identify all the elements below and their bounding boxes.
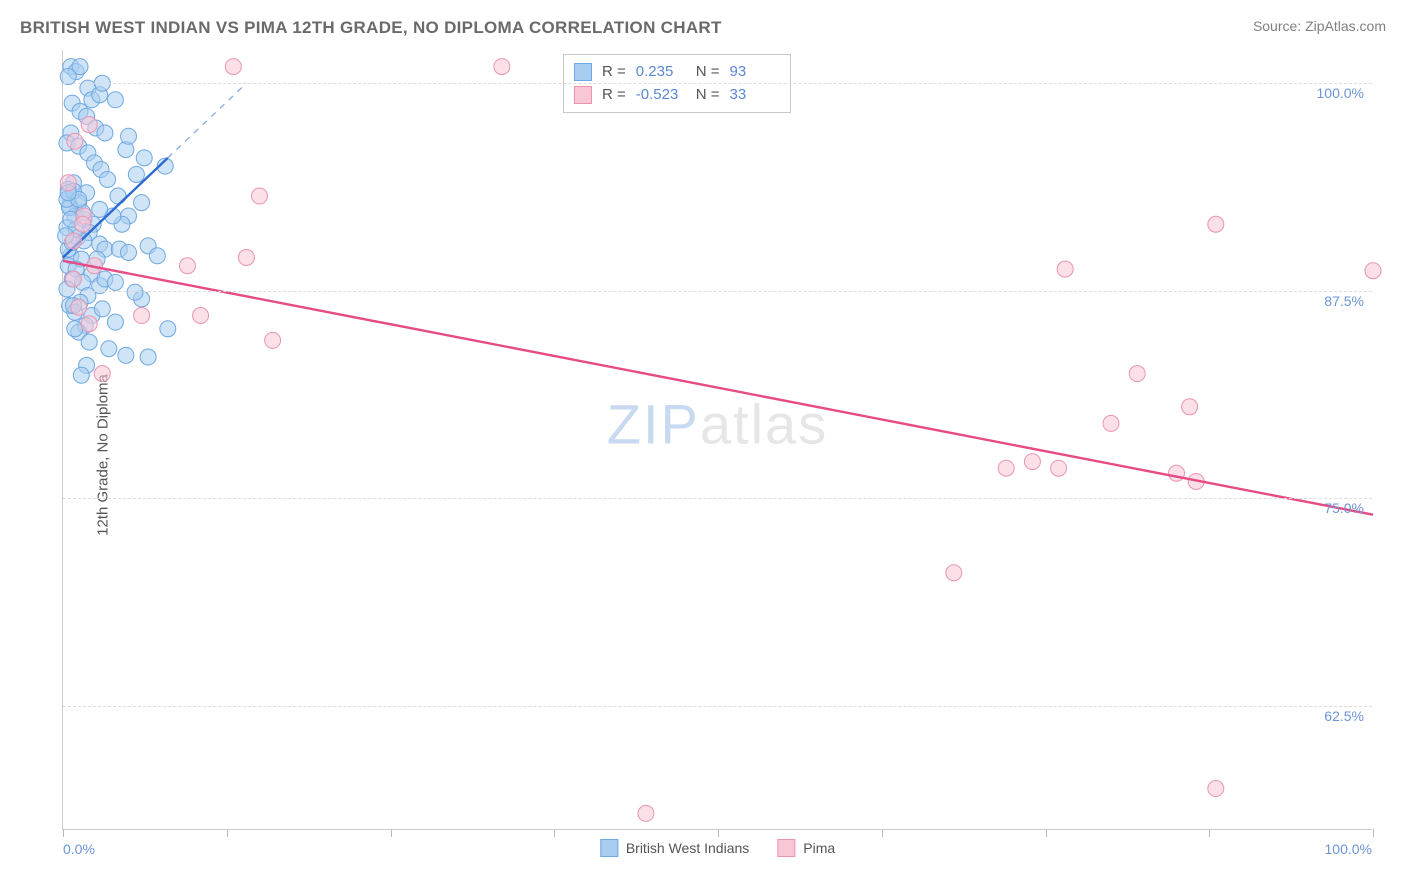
series-swatch bbox=[574, 86, 592, 104]
x-tick bbox=[63, 829, 64, 837]
n-label: N = bbox=[696, 84, 720, 107]
scatter-point[interactable] bbox=[946, 565, 962, 581]
r-value: -0.523 bbox=[636, 84, 686, 107]
scatter-point[interactable] bbox=[118, 347, 134, 363]
scatter-point[interactable] bbox=[67, 133, 83, 149]
x-tick bbox=[554, 829, 555, 837]
chart-source: Source: ZipAtlas.com bbox=[1253, 18, 1386, 34]
legend-label: Pima bbox=[803, 840, 835, 856]
legend-swatch bbox=[777, 839, 795, 857]
scatter-point[interactable] bbox=[92, 201, 108, 217]
y-tick-label: 75.0% bbox=[1324, 500, 1364, 516]
scatter-point[interactable] bbox=[1129, 366, 1145, 382]
scatter-point[interactable] bbox=[140, 349, 156, 365]
x-tick bbox=[718, 829, 719, 837]
scatter-point[interactable] bbox=[94, 301, 110, 317]
scatter-point[interactable] bbox=[179, 258, 195, 274]
scatter-point[interactable] bbox=[1024, 454, 1040, 470]
gridline-h bbox=[63, 291, 1372, 292]
x-tick-label-max: 100.0% bbox=[1325, 841, 1372, 857]
x-tick bbox=[1373, 829, 1374, 837]
legend-item[interactable]: British West Indians bbox=[600, 839, 749, 857]
scatter-point[interactable] bbox=[81, 117, 97, 133]
legend-item[interactable]: Pima bbox=[777, 839, 835, 857]
y-tick-label: 87.5% bbox=[1324, 293, 1364, 309]
scatter-point[interactable] bbox=[134, 195, 150, 211]
x-tick bbox=[1209, 829, 1210, 837]
scatter-point[interactable] bbox=[193, 308, 209, 324]
scatter-point[interactable] bbox=[107, 314, 123, 330]
scatter-point[interactable] bbox=[638, 805, 654, 821]
scatter-point[interactable] bbox=[265, 332, 281, 348]
scatter-point[interactable] bbox=[494, 59, 510, 75]
chart-header: BRITISH WEST INDIAN VS PIMA 12TH GRADE, … bbox=[0, 0, 1406, 46]
scatter-point[interactable] bbox=[238, 249, 254, 265]
scatter-point[interactable] bbox=[65, 271, 81, 287]
x-tick bbox=[1046, 829, 1047, 837]
scatter-point[interactable] bbox=[73, 367, 89, 383]
x-tick bbox=[227, 829, 228, 837]
n-label: N = bbox=[696, 61, 720, 84]
gridline-h bbox=[63, 706, 1372, 707]
scatter-point[interactable] bbox=[121, 244, 137, 260]
scatter-point[interactable] bbox=[1208, 216, 1224, 232]
scatter-svg bbox=[63, 50, 1372, 829]
scatter-point[interactable] bbox=[60, 175, 76, 191]
trend-line-extrapolated bbox=[168, 83, 247, 158]
scatter-point[interactable] bbox=[134, 308, 150, 324]
scatter-point[interactable] bbox=[160, 321, 176, 337]
legend-label: British West Indians bbox=[626, 840, 749, 856]
r-value: 0.235 bbox=[636, 61, 686, 84]
plot-region: ZIPatlas R =0.235N =93R =-0.523N =33 0.0… bbox=[62, 50, 1372, 830]
trend-line bbox=[63, 261, 1373, 515]
chart-area: 12th Grade, No Diploma ZIPatlas R =0.235… bbox=[18, 50, 1388, 860]
scatter-point[interactable] bbox=[100, 171, 116, 187]
scatter-point[interactable] bbox=[149, 248, 165, 264]
gridline-h bbox=[63, 498, 1372, 499]
scatter-point[interactable] bbox=[94, 366, 110, 382]
y-tick-label: 62.5% bbox=[1324, 708, 1364, 724]
scatter-point[interactable] bbox=[1057, 261, 1073, 277]
legend-swatch bbox=[600, 839, 618, 857]
scatter-point[interactable] bbox=[75, 216, 91, 232]
scatter-point[interactable] bbox=[225, 59, 241, 75]
scatter-point[interactable] bbox=[67, 321, 83, 337]
x-tick bbox=[882, 829, 883, 837]
scatter-point[interactable] bbox=[107, 274, 123, 290]
scatter-point[interactable] bbox=[97, 125, 113, 141]
stats-row: R = 0.235 N = 93 bbox=[574, 61, 780, 84]
gridline-h bbox=[63, 83, 1372, 84]
scatter-point[interactable] bbox=[101, 341, 117, 357]
scatter-point[interactable] bbox=[60, 69, 76, 85]
x-tick bbox=[391, 829, 392, 837]
scatter-point[interactable] bbox=[1051, 460, 1067, 476]
n-value: 33 bbox=[730, 84, 780, 107]
r-label: R = bbox=[602, 84, 626, 107]
scatter-point[interactable] bbox=[136, 150, 152, 166]
scatter-point[interactable] bbox=[1208, 781, 1224, 797]
r-label: R = bbox=[602, 61, 626, 84]
stats-row: R = -0.523 N = 33 bbox=[574, 84, 780, 107]
chart-title: BRITISH WEST INDIAN VS PIMA 12TH GRADE, … bbox=[20, 18, 722, 38]
scatter-point[interactable] bbox=[71, 299, 87, 315]
scatter-point[interactable] bbox=[1103, 415, 1119, 431]
scatter-point[interactable] bbox=[1182, 399, 1198, 415]
scatter-point[interactable] bbox=[110, 188, 126, 204]
n-value: 93 bbox=[730, 61, 780, 84]
scatter-point[interactable] bbox=[127, 284, 143, 300]
scatter-point[interactable] bbox=[128, 166, 144, 182]
bottom-legend: British West Indians Pima bbox=[600, 839, 835, 857]
scatter-point[interactable] bbox=[65, 233, 81, 249]
scatter-point[interactable] bbox=[81, 334, 97, 350]
scatter-point[interactable] bbox=[252, 188, 268, 204]
scatter-point[interactable] bbox=[121, 128, 137, 144]
scatter-point[interactable] bbox=[81, 316, 97, 332]
x-tick-label-min: 0.0% bbox=[63, 841, 95, 857]
scatter-point[interactable] bbox=[1365, 263, 1381, 279]
scatter-point[interactable] bbox=[107, 92, 123, 108]
series-swatch bbox=[574, 63, 592, 81]
scatter-point[interactable] bbox=[998, 460, 1014, 476]
y-tick-label: 100.0% bbox=[1317, 85, 1364, 101]
